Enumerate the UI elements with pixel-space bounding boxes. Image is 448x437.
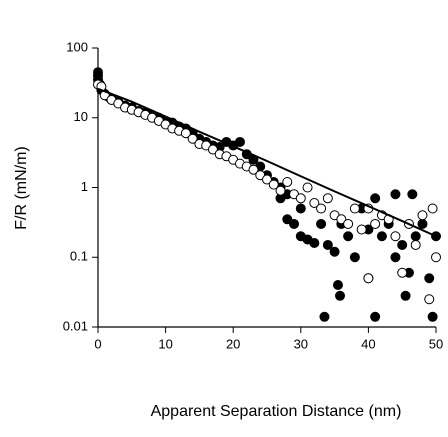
filled-point: [309, 238, 320, 249]
y-tick-label: 100: [66, 39, 88, 54]
open-point: [187, 133, 198, 144]
open-point: [356, 224, 367, 235]
open-point: [275, 185, 286, 196]
filled-point: [282, 214, 293, 225]
filled-point: [349, 252, 360, 263]
open-point: [343, 218, 354, 229]
open-point: [417, 210, 428, 221]
fit-line: [97, 87, 437, 238]
filled-point: [332, 280, 343, 291]
filled-point: [376, 231, 387, 242]
filled-point: [400, 290, 411, 301]
filled-point: [289, 218, 300, 229]
open-point: [302, 182, 313, 193]
x-tick-label: 40: [361, 336, 375, 351]
filled-point: [397, 239, 408, 250]
x-tick-label: 30: [294, 336, 308, 351]
x-axis-label: Apparent Separation Distance (nm): [151, 403, 402, 420]
filled-point: [335, 290, 346, 301]
filled-point: [417, 218, 428, 229]
open-point: [349, 203, 360, 214]
open-point: [309, 197, 320, 208]
open-point: [262, 174, 272, 185]
x-tick-label: 20: [226, 336, 240, 351]
open-point: [424, 294, 435, 305]
open-point: [268, 179, 279, 190]
open-point: [336, 214, 347, 225]
filled-point: [427, 311, 438, 322]
open-point: [370, 218, 381, 229]
open-point: [322, 193, 333, 204]
y-axis-label: F/R (mN/m): [13, 146, 30, 230]
open-point: [316, 203, 327, 214]
filled-point: [390, 252, 401, 263]
filled-point: [316, 218, 327, 229]
x-tick-label: 50: [429, 336, 443, 351]
filled-point: [424, 273, 435, 284]
filled-point: [234, 136, 245, 147]
filled-point: [410, 231, 421, 242]
filled-point: [343, 231, 354, 242]
filled-point: [295, 203, 306, 214]
open-point: [410, 239, 421, 250]
filled-point: [319, 311, 330, 322]
open-point: [295, 193, 306, 204]
open-point: [427, 203, 438, 214]
filled-point: [407, 189, 418, 200]
y-tick-label: 0.1: [70, 249, 88, 264]
open-point: [282, 176, 293, 187]
filled-point: [390, 189, 401, 200]
x-tick-label: 0: [94, 336, 101, 351]
x-tick-label: 10: [158, 336, 172, 351]
open-point: [397, 267, 408, 278]
open-point: [248, 164, 259, 175]
filled-point: [370, 193, 381, 204]
y-tick-label: 10: [74, 109, 88, 124]
open-point: [431, 252, 441, 263]
filled-point: [322, 239, 333, 250]
open-point: [207, 144, 218, 155]
y-tick-label: 0.01: [63, 318, 88, 333]
filled-point: [329, 246, 340, 257]
filled-point: [370, 311, 381, 322]
open-point: [363, 273, 374, 284]
open-point: [390, 231, 401, 242]
open-point: [180, 128, 191, 139]
y-tick-label: 1: [81, 179, 88, 194]
